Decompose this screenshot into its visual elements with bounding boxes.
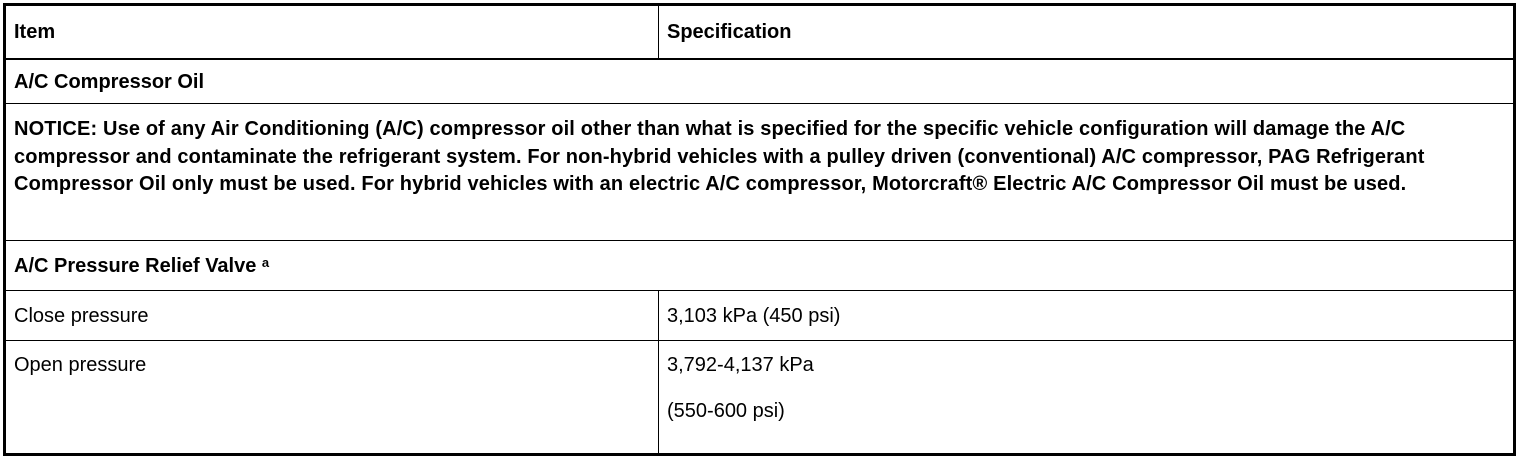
table-header-row: Item Specification (4, 4, 1515, 60)
header-item: Item (4, 4, 659, 60)
spec-cell: 3,792-4,137 kPa (550-600 psi) (658, 340, 1515, 455)
notice-text: NOTICE: Use of any Air Conditioning (A/C… (4, 103, 1515, 241)
notice-row: NOTICE: Use of any Air Conditioning (A/C… (4, 103, 1515, 241)
spec-psi: (550-600 psi) (667, 400, 785, 422)
item-cell: Open pressure (4, 340, 659, 455)
footnote-marker: a (261, 254, 270, 270)
specification-table: Item Specification A/C Compressor Oil NO… (3, 3, 1516, 456)
section-row: A/C Pressure Relief Valve a (4, 240, 1515, 291)
spec-kpa: 3,792-4,137 kPa (667, 354, 814, 376)
section-relief-valve: A/C Pressure Relief Valve a (4, 240, 1515, 291)
section-compressor-oil: A/C Compressor Oil (4, 58, 1515, 104)
section-relief-valve-label: A/C Pressure Relief Valve (14, 254, 257, 277)
header-specification: Specification (658, 4, 1515, 60)
table-row: Close pressure 3,103 kPa (450 psi) (4, 290, 1515, 341)
table-row: Open pressure 3,792-4,137 kPa (550-600 ps… (4, 340, 1515, 455)
spec-cell: 3,103 kPa (450 psi) (658, 290, 1515, 341)
item-cell: Close pressure (4, 290, 659, 341)
section-row: A/C Compressor Oil (4, 58, 1515, 104)
